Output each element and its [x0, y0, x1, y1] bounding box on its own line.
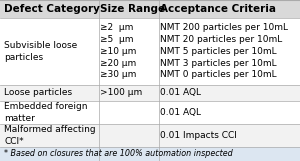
Text: Subvisible loose
particles: Subvisible loose particles: [4, 41, 78, 62]
Text: >100 μm: >100 μm: [100, 88, 143, 97]
Bar: [0, 0, 300, 18]
Text: 0.01 Impacts CCI: 0.01 Impacts CCI: [160, 131, 237, 140]
Bar: [0, 101, 300, 124]
Bar: [0, 147, 300, 161]
Text: NMT 200 particles per 10mL
NMT 20 particles per 10mL
NMT 5 particles per 10mL
NM: NMT 200 particles per 10mL NMT 20 partic…: [160, 23, 289, 79]
Text: Loose particles: Loose particles: [4, 88, 73, 97]
Bar: [0, 85, 300, 101]
Text: ≥2  μm
≥5  μm
≥10 μm
≥20 μm
≥30 μm: ≥2 μm ≥5 μm ≥10 μm ≥20 μm ≥30 μm: [100, 23, 137, 79]
Text: Defect Category: Defect Category: [4, 4, 100, 14]
Bar: [0, 124, 300, 147]
Text: 0.01 AQL: 0.01 AQL: [160, 108, 202, 117]
Bar: [0, 18, 300, 85]
Text: Malformed affecting
CCI*: Malformed affecting CCI*: [4, 125, 96, 146]
Text: Size Range: Size Range: [100, 4, 166, 14]
Text: 0.01 AQL: 0.01 AQL: [160, 88, 202, 97]
Text: Acceptance Criteria: Acceptance Criteria: [160, 4, 277, 14]
Text: Embedded foreign
matter: Embedded foreign matter: [4, 102, 88, 123]
Text: * Based on closures that are 100% automation inspected: * Based on closures that are 100% automa…: [4, 149, 233, 158]
